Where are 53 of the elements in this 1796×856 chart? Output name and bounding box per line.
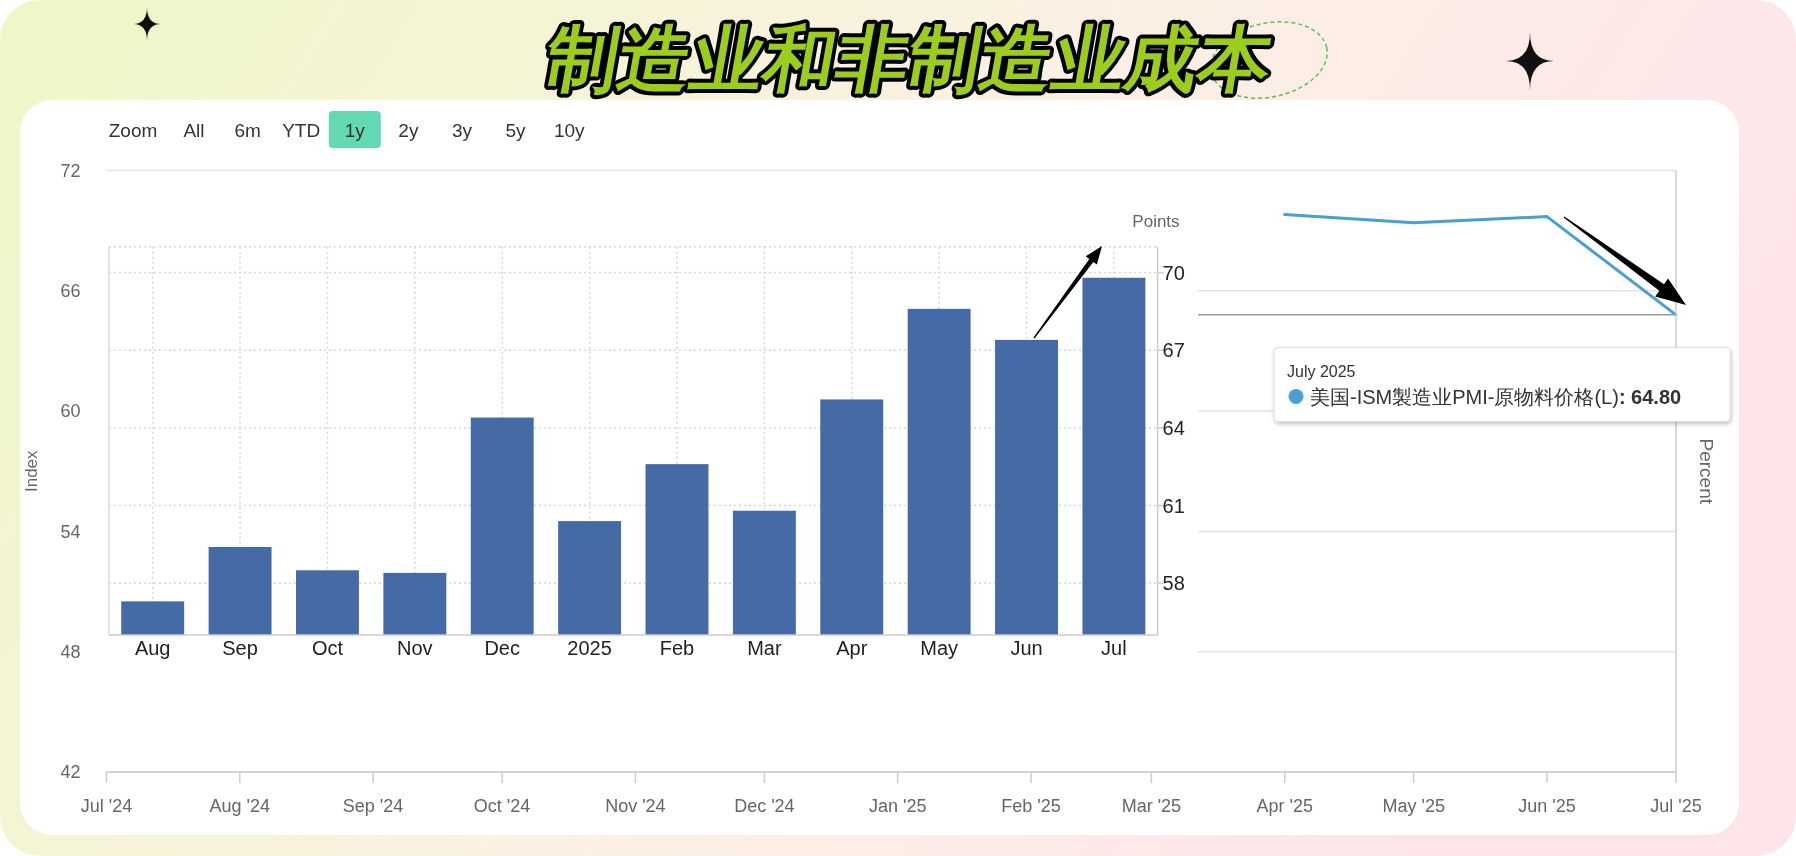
x-tick-label: 2025 [567,637,612,659]
line-series [1283,213,1678,317]
text: All [183,119,205,141]
x-tick-label: Jul [1101,637,1127,659]
x-tick-label: Mar '25 [1121,796,1182,816]
y-tick-label: 66 [60,281,81,302]
chart-title: 制造业和非制造业成本 [538,18,1279,99]
x-tick-label: Feb [659,637,695,659]
text: 1y [344,119,366,141]
annotation: July 2025 [1287,362,1356,380]
y-tick-label: 54 [60,521,81,542]
text: 10y [553,119,586,141]
x-tick-label: Feb '25 [1001,796,1061,816]
x-tick-label: Apr '25 [1256,796,1313,816]
x-tick-label: Jun '25 [1518,796,1576,816]
x-tick-label: Dec [484,637,521,659]
x-tick-label: May '25 [1382,796,1445,816]
y-tick-label: 60 [60,401,81,422]
x-tick-label: Apr [836,637,868,659]
x-tick-label: Jul '25 [1650,796,1702,816]
x-tick-label: Oct '24 [473,796,531,816]
x-tick-label: Aug '24 [209,796,271,816]
x-tick-label: Jul '24 [80,796,133,816]
y2-tick-label: 64 [1162,416,1185,439]
y2-tick-label: 67 [1162,339,1185,362]
text: 2y [398,119,419,141]
y-tick-label: 72 [60,160,81,181]
x-tick-label: Sep '24 [342,796,404,816]
x-tick-label: Aug [134,637,171,659]
y2-tick-label: 61 [1162,494,1185,517]
x-tick-label: Nov [397,637,433,659]
x-tick-label: Nov '24 [605,796,666,816]
x-tick-label: Dec '24 [734,796,795,816]
y2-tick-label: 58 [1162,572,1185,595]
x-tick-label: Jun [1010,637,1043,659]
y2-tick-label: 70 [1162,261,1185,284]
x-tick-label: Jan '25 [868,796,927,816]
y2-axis-title: Percent [1696,438,1717,505]
y-tick-label: 48 [60,642,81,662]
y2-axis-title: Points [1132,211,1180,231]
x-tick-label: Sep [222,637,258,659]
text: Zoom [108,119,158,141]
text: YTD [282,119,321,141]
annotation: : 64.80 [1618,385,1682,408]
y-axis-title: Index [21,449,41,493]
y-tick-label: 42 [60,762,81,783]
text: 5y [505,119,527,141]
x-tick-label: May [920,637,959,659]
x-tick-label: Oct [311,637,344,659]
text: 3y [451,119,473,141]
text: 6m [234,119,261,141]
legend-label: 美国-ISM製造业PMI-原物料价格(L) [1310,385,1619,408]
x-tick-label: Mar [747,637,782,659]
